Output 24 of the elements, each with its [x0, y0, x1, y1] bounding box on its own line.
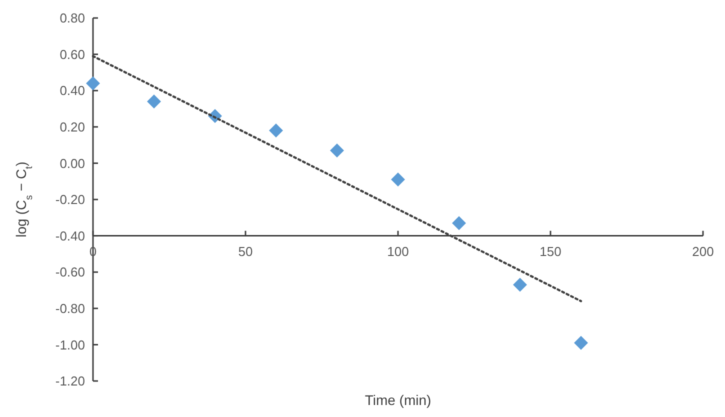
- point: [574, 336, 588, 350]
- x-tick-label: 50: [238, 244, 253, 259]
- point: [330, 143, 344, 158]
- y-tick-label: -0.80: [55, 300, 85, 316]
- y-tick-label: 0.60: [60, 46, 85, 62]
- point: [452, 216, 466, 230]
- x-tick-label: 150: [540, 244, 562, 259]
- x-tick-label: 100: [387, 244, 409, 259]
- point: [391, 172, 405, 187]
- point: [269, 124, 283, 138]
- y-tick-label: -0.60: [55, 264, 85, 280]
- point: [147, 94, 161, 108]
- y-tick-label: 0.20: [60, 119, 85, 134]
- y-tick-label: 0.00: [60, 156, 85, 171]
- y-tick-label: 0.80: [60, 10, 85, 26]
- y-tick-label: 0.40: [60, 83, 85, 98]
- y-tick-label: -1.20: [55, 374, 85, 389]
- point: [513, 278, 527, 292]
- y-tick-label: -0.40: [55, 228, 85, 244]
- y-tick-label: -1.00: [55, 337, 85, 352]
- y-tick-label: -0.20: [55, 192, 85, 208]
- x-axis-title: Time (min): [364, 392, 432, 408]
- point: [86, 76, 100, 90]
- x-tick-label: 200: [692, 244, 714, 259]
